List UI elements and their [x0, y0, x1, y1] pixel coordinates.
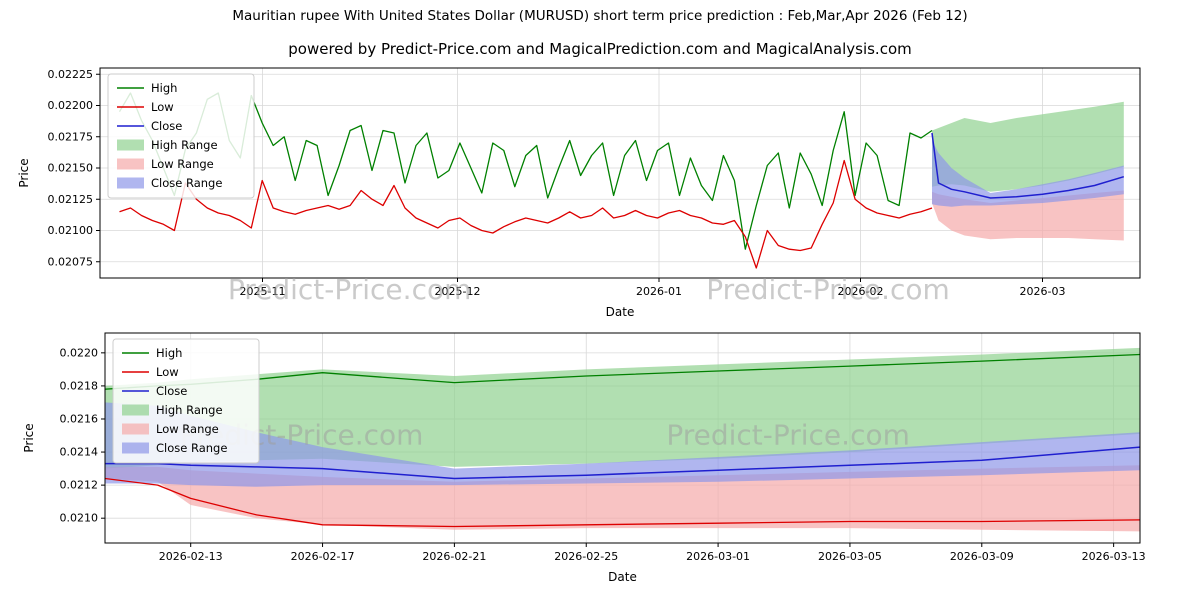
watermark-text: Predict-Price.com: [706, 273, 950, 306]
x-tick-label: 2026-01: [636, 285, 682, 298]
y-tick-label: 0.0216: [60, 412, 99, 425]
y-tick-label: 0.02200: [48, 99, 94, 112]
watermark-text: Predict-Price.com: [666, 418, 910, 451]
close-range-band: [932, 140, 1124, 207]
y-axis-label: Price: [17, 158, 31, 187]
legend-label: Close Range: [151, 176, 222, 190]
close-line-prediction: [105, 446, 1141, 480]
y-tick-label: 0.02100: [48, 224, 94, 237]
legend-patch-swatch: [122, 442, 149, 454]
legend-label: High: [156, 346, 182, 360]
high-range-band: [105, 347, 1140, 469]
legend-label: Low Range: [156, 422, 219, 436]
x-tick-label: 2026-02: [838, 285, 884, 298]
legend-label: High Range: [151, 138, 218, 152]
legend-label: High Range: [156, 403, 223, 417]
legend-patch-swatch: [117, 177, 144, 189]
legend-label: Low Range: [151, 157, 214, 171]
x-tick-label: 2026-03-01: [686, 550, 750, 563]
y-tick-label: 0.02225: [48, 68, 94, 81]
x-tick-label: 2026-02-21: [422, 550, 486, 563]
x-tick-label: 2026-02-17: [291, 550, 355, 563]
x-axis-label: Date: [608, 570, 637, 584]
x-tick-label: 2026-02-25: [554, 550, 618, 563]
legend-patch-swatch: [117, 158, 144, 170]
x-axis-label: Date: [606, 305, 635, 319]
legend-label: Close Range: [156, 441, 227, 455]
x-tick-label: 2025-12: [435, 285, 481, 298]
x-tick-label: 2026-03-13: [1082, 550, 1146, 563]
page-title: Mauritian rupee With United States Dolla…: [232, 8, 968, 24]
legend-box: [112, 338, 260, 464]
legend-patch-swatch: [122, 404, 149, 416]
legend-label: Close: [151, 119, 182, 133]
y-tick-label: 0.0212: [60, 479, 99, 492]
y-tick-label: 0.0220: [60, 346, 99, 359]
y-tick-label: 0.0210: [60, 512, 99, 525]
legend-label: Low: [151, 100, 174, 114]
x-tick-label: 2025-11: [240, 285, 286, 298]
watermark-text: Predict-Price.com: [228, 273, 472, 306]
legend-label: High: [151, 81, 177, 95]
chart-subtitle: powered by Predict-Price.com and Magical…: [288, 40, 912, 58]
x-tick-label: 2026-03-09: [950, 550, 1014, 563]
low-line-prediction: [104, 477, 1141, 528]
high-range-band: [932, 101, 1124, 192]
legend-box: [107, 73, 255, 199]
close-range-band: [105, 402, 1140, 487]
x-tick-label: 2026-02-13: [159, 550, 223, 563]
x-tick-label: 2026-03: [1020, 285, 1066, 298]
close-line-prediction: [931, 132, 1125, 199]
high-line: [118, 92, 933, 250]
legend-patch-swatch: [122, 423, 149, 435]
y-tick-label: 0.02175: [48, 130, 94, 143]
y-tick-label: 0.0214: [60, 446, 99, 459]
y-tick-label: 0.0218: [60, 379, 99, 392]
low-line: [119, 159, 933, 269]
y-tick-label: 0.02075: [48, 255, 94, 268]
y-axis-label: Price: [22, 423, 36, 452]
plot-border: [104, 332, 1141, 544]
legend-patch-swatch: [117, 139, 144, 151]
y-tick-label: 0.02150: [48, 162, 94, 175]
plot-border: [99, 67, 1141, 279]
y-tick-label: 0.02125: [48, 193, 94, 206]
x-tick-label: 2026-03-05: [818, 550, 882, 563]
legend-label: Close: [156, 384, 187, 398]
legend-label: Low: [156, 365, 179, 379]
